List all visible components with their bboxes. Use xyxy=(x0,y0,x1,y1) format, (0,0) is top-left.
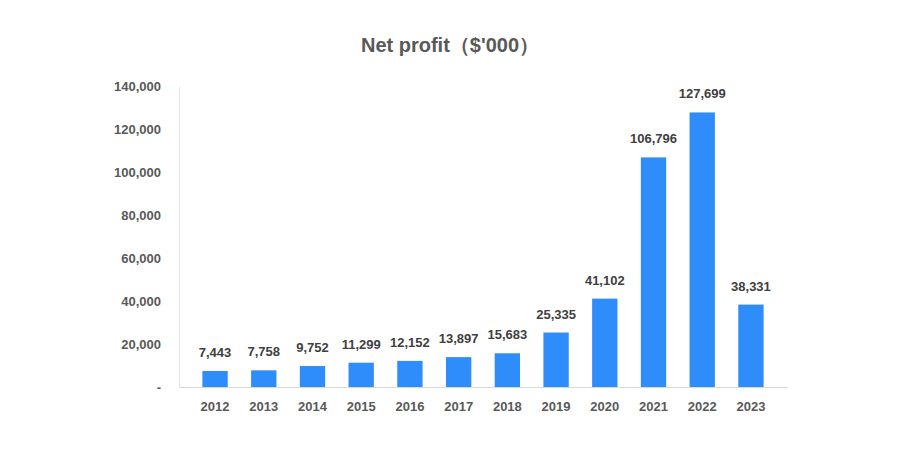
y-tick-label: 120,000 xyxy=(114,122,161,137)
data-label: 25,335 xyxy=(536,307,576,322)
y-tick-label: 60,000 xyxy=(121,251,161,266)
x-tick-label: 2013 xyxy=(249,399,278,414)
x-tick: 2018 xyxy=(493,387,522,414)
x-tick: 2021 xyxy=(639,387,668,414)
bar xyxy=(349,363,374,387)
data-label: 41,102 xyxy=(585,273,625,288)
data-labels: 7,443 7,758 9,752 11,299 12,152 13,897 15,683 2… xyxy=(199,86,771,360)
y-tick: - xyxy=(157,380,179,395)
x-tick-label: 2017 xyxy=(444,399,473,414)
x-tick: 2016 xyxy=(395,387,424,414)
data-label: 15,683 xyxy=(487,327,527,342)
chart-title: Net profit（$'000） xyxy=(361,34,539,56)
bar xyxy=(738,305,763,387)
y-tick-label: 40,000 xyxy=(121,294,161,309)
x-tick-label: 2016 xyxy=(395,399,424,414)
chart-svg: Net profit（$'000） - 20,000 40,000 60,000 80,0… xyxy=(0,0,900,450)
data-label: 12,152 xyxy=(390,335,430,350)
x-tick: 2015 xyxy=(347,387,376,414)
y-tick-label: 20,000 xyxy=(121,337,161,352)
bar xyxy=(397,361,422,387)
x-tick-label: 2014 xyxy=(298,399,328,414)
chart-container: Net profit（$'000） - 20,000 40,000 60,000 80,0… xyxy=(0,0,900,450)
bar xyxy=(202,371,227,387)
bar xyxy=(690,112,715,387)
x-tick-label: 2021 xyxy=(639,399,668,414)
plot-area: - 20,000 40,000 60,000 80,000 100,000 120,000 1… xyxy=(114,79,788,415)
bars xyxy=(202,112,763,387)
data-label: 7,443 xyxy=(199,345,232,360)
data-label: 106,796 xyxy=(630,131,677,146)
y-tick: 140,000 xyxy=(114,79,179,94)
x-tick: 2023 xyxy=(736,387,765,414)
data-label: 9,752 xyxy=(296,340,329,355)
y-tick-label: 80,000 xyxy=(121,208,161,223)
x-tick-label: 2015 xyxy=(347,399,376,414)
y-tick: 80,000 xyxy=(121,208,179,223)
data-label: 127,699 xyxy=(679,86,726,101)
y-tick-label: 100,000 xyxy=(114,165,161,180)
y-axis: - 20,000 40,000 60,000 80,000 100,000 120,000 1… xyxy=(114,79,180,395)
x-tick: 2020 xyxy=(590,387,619,414)
y-tick: 60,000 xyxy=(121,251,179,266)
x-axis: 2012 2013 2014 2015 2016 2017 2018 2019 2020 2021… xyxy=(180,387,788,414)
bar xyxy=(543,333,568,387)
y-axis-line xyxy=(179,87,180,388)
x-tick: 2014 xyxy=(298,387,328,414)
data-label: 7,758 xyxy=(247,344,280,359)
bar xyxy=(495,353,520,387)
x-tick: 2013 xyxy=(249,387,278,414)
x-tick-label: 2018 xyxy=(493,399,522,414)
x-tick-label: 2012 xyxy=(201,399,230,414)
y-tick: 40,000 xyxy=(121,294,179,309)
y-tick: 120,000 xyxy=(114,122,179,137)
x-tick-label: 2022 xyxy=(688,399,717,414)
y-tick: 20,000 xyxy=(121,337,179,352)
bar xyxy=(592,299,617,387)
bar xyxy=(641,157,666,387)
x-tick: 2019 xyxy=(542,387,571,414)
bar xyxy=(300,366,325,387)
data-label: 11,299 xyxy=(342,337,381,352)
x-tick-label: 2019 xyxy=(542,399,571,414)
y-tick-label: 140,000 xyxy=(114,79,161,94)
bar xyxy=(446,357,471,387)
x-tick-label: 2020 xyxy=(590,399,619,414)
x-tick-label: 2023 xyxy=(736,399,765,414)
x-axis-line xyxy=(180,387,788,388)
x-tick: 2017 xyxy=(444,387,473,414)
data-label: 38,331 xyxy=(731,279,771,294)
bar xyxy=(251,370,276,387)
y-tick: 100,000 xyxy=(114,165,179,180)
x-tick: 2022 xyxy=(688,387,717,414)
x-tick: 2012 xyxy=(201,387,230,414)
y-tick-label: - xyxy=(157,380,161,395)
data-label: 13,897 xyxy=(439,331,479,346)
